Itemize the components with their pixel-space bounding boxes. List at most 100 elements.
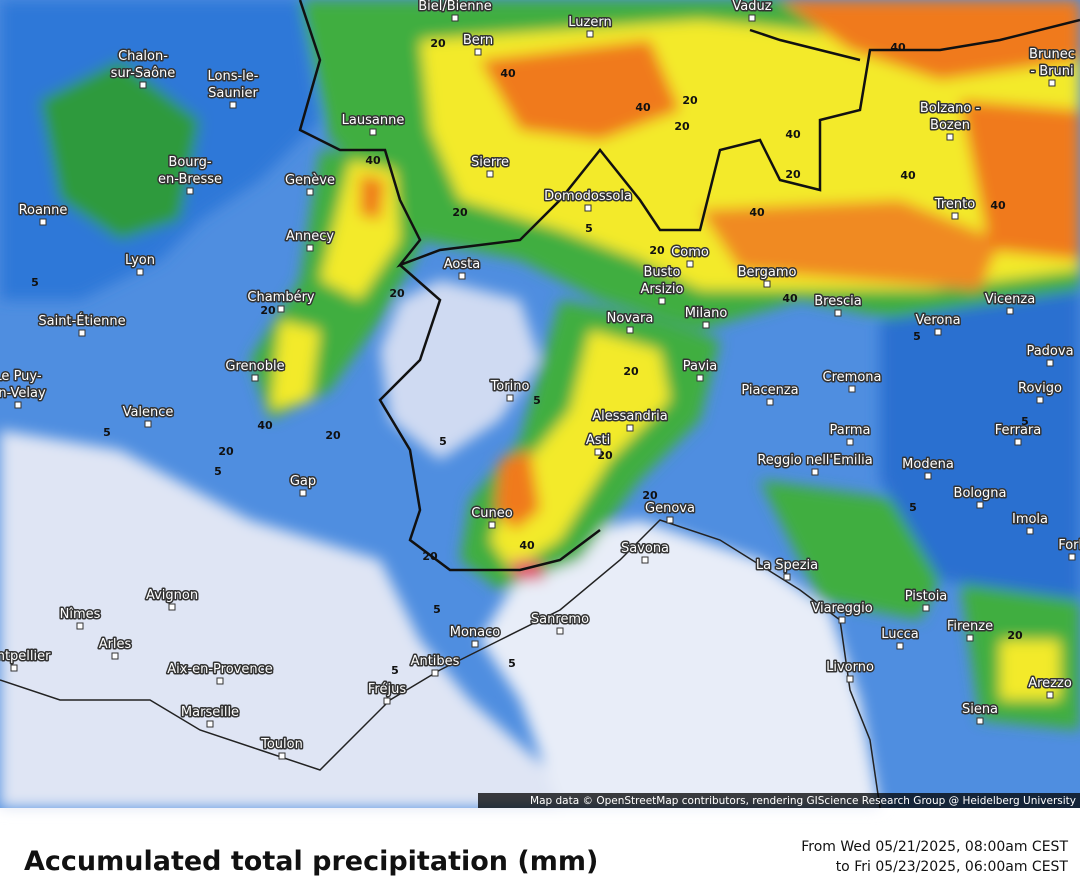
city-dot xyxy=(216,677,224,685)
city-dot xyxy=(626,326,634,334)
contour-label: 20 xyxy=(218,445,234,458)
city-dot xyxy=(14,401,22,409)
contour-label: 20 xyxy=(389,287,405,300)
city-label: Imola xyxy=(1012,512,1048,527)
city-dot xyxy=(946,133,954,141)
city-dot xyxy=(488,521,496,529)
city-label: Parma xyxy=(830,423,871,438)
contour-label: 40 xyxy=(782,292,798,305)
city-label: Asti xyxy=(586,433,610,448)
contour-label: 20 xyxy=(682,94,698,107)
city-dot xyxy=(838,616,846,624)
city-dot xyxy=(976,501,984,509)
city-label: Nîmes xyxy=(60,607,101,622)
city-dot xyxy=(306,188,314,196)
city-label: Alessandria xyxy=(592,409,667,424)
city-label: Bern xyxy=(463,33,493,48)
city-dot xyxy=(846,438,854,446)
city-label: La Spezia xyxy=(756,558,818,573)
city-dot xyxy=(1026,527,1034,535)
city-dot xyxy=(10,664,18,672)
city-dot xyxy=(976,717,984,725)
contour-label: 40 xyxy=(365,154,381,167)
city-label: Verona xyxy=(915,313,960,328)
city-label: Arsizio xyxy=(640,282,683,297)
city-label: Forlì xyxy=(1058,538,1080,553)
attribution-bg xyxy=(478,793,1080,808)
city-label: Genova xyxy=(645,501,695,516)
city-dot xyxy=(848,385,856,393)
city-dot xyxy=(658,297,666,305)
city-dot xyxy=(641,556,649,564)
city-label: Bergamo xyxy=(738,265,797,280)
city-dot xyxy=(383,697,391,705)
city-label: Annecy xyxy=(286,229,335,244)
city-dot xyxy=(1036,396,1044,404)
city-dot xyxy=(922,604,930,612)
city-dot xyxy=(702,321,710,329)
city-dot xyxy=(506,394,514,402)
contour-label: 20 xyxy=(452,206,468,219)
city-dot xyxy=(306,244,314,252)
city-label: Luzern xyxy=(568,15,611,30)
contour-label: 20 xyxy=(325,429,341,442)
city-label: Toulon xyxy=(260,737,303,752)
city-dot xyxy=(76,622,84,630)
city-label: Sanremo xyxy=(531,612,589,627)
city-label: Montpellier xyxy=(0,649,51,664)
contour-label: 40 xyxy=(500,67,516,80)
city-label: Busto xyxy=(644,265,681,280)
city-dot xyxy=(924,472,932,480)
city-dot xyxy=(139,81,147,89)
city-label: Vaduz xyxy=(732,0,771,14)
attribution: Map data © OpenStreetMap contributors, r… xyxy=(530,795,1076,807)
city-dot xyxy=(696,374,704,382)
period-from: From Wed 05/21/2025, 08:00am CEST xyxy=(801,839,1068,855)
city-label: Torino xyxy=(490,379,530,394)
city-label: Savona xyxy=(621,541,669,556)
city-dot xyxy=(111,652,119,660)
city-label: Le Puy- xyxy=(0,369,42,384)
city-dot xyxy=(431,669,439,677)
city-label: Valence xyxy=(123,405,174,420)
city-dot xyxy=(486,170,494,178)
contour-label: 5 xyxy=(391,664,399,677)
city-label: Padova xyxy=(1026,344,1073,359)
city-label: Domodossola xyxy=(544,189,632,204)
city-label: en-Bresse xyxy=(158,172,222,187)
contour-label: 5 xyxy=(913,330,921,343)
city-dot xyxy=(136,268,144,276)
city-label: en-Velay xyxy=(0,386,46,401)
city-label: Como xyxy=(671,245,709,260)
city-dot xyxy=(586,30,594,38)
city-dot xyxy=(1048,79,1056,87)
city-label: Grenoble xyxy=(225,359,284,374)
city-label: Cuneo xyxy=(471,506,513,521)
contour-label: 5 xyxy=(214,465,222,478)
city-label: Aosta xyxy=(444,257,480,272)
contour-label: 5 xyxy=(1021,415,1029,428)
city-label: Viareggio xyxy=(811,601,872,616)
contour-label: 40 xyxy=(785,128,801,141)
city-label: Antibes xyxy=(411,654,460,669)
city-dot xyxy=(686,260,694,268)
city-dot xyxy=(811,468,819,476)
city-label: Lucca xyxy=(881,627,919,642)
city-dot xyxy=(748,14,756,22)
city-label: sur-Saône xyxy=(111,66,176,81)
city-dot xyxy=(299,489,307,497)
contour-label: 5 xyxy=(103,426,111,439)
contour-label: 20 xyxy=(1007,629,1023,642)
city-label: Gap xyxy=(290,474,316,489)
city-label: Reggio nell'Emilia xyxy=(757,453,872,468)
city-label: Firenze xyxy=(947,619,993,634)
city-dot xyxy=(594,448,602,456)
city-dot xyxy=(78,329,86,337)
contour-label: 5 xyxy=(585,222,593,235)
coastline xyxy=(0,519,881,809)
city-dot xyxy=(251,374,259,382)
city-dot xyxy=(168,603,176,611)
city-dot xyxy=(934,328,942,336)
